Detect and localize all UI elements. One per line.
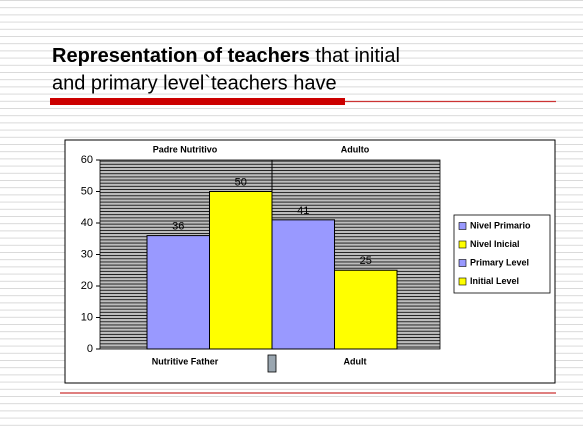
legend-swatch — [458, 259, 467, 267]
bar — [209, 191, 273, 350]
value-label: 36 — [172, 221, 184, 233]
bar — [334, 269, 398, 350]
y-tick-label: 40 — [81, 217, 93, 229]
legend — [453, 214, 551, 294]
top-category-label: Adulto — [341, 144, 370, 154]
top-category-label: Padre Nutritivo — [153, 144, 218, 154]
y-tick-label: 60 — [81, 154, 93, 166]
title-bar — [50, 98, 345, 105]
legend-label: Nivel Primario — [470, 220, 531, 230]
title-line2: and primary level`teachers have — [52, 72, 337, 94]
legend-label: Nivel Inicial — [470, 239, 520, 249]
x-tick-label: Adult — [344, 356, 367, 366]
title-rest: that initial — [310, 45, 400, 67]
y-tick-label: 10 — [81, 311, 93, 323]
title: Representation of teachers that initial — [52, 45, 400, 67]
legend-swatch — [458, 277, 467, 286]
x-tick-label: Nutritive Father — [152, 356, 219, 366]
value-label: 25 — [360, 255, 372, 267]
chart: 0 10 20 30 40 50 60 36 50 41 25 Padre Nutritivo Adul… — [81, 144, 551, 373]
bar — [146, 235, 210, 350]
title-bold: Representation of teachers — [52, 45, 310, 67]
legend-swatch — [458, 222, 467, 230]
y-tick-label: 20 — [81, 280, 93, 292]
y-tick-label: 0 — [87, 343, 93, 355]
legend-label: Initial Level — [470, 276, 519, 286]
y-tick-label: 30 — [81, 248, 93, 260]
bar — [271, 219, 335, 350]
axis-marker — [267, 354, 277, 373]
value-label: 41 — [297, 205, 309, 217]
value-label: 50 — [235, 176, 247, 188]
legend-swatch — [458, 240, 467, 249]
legend-label: Primary Level — [470, 257, 529, 267]
y-tick-label: 50 — [81, 185, 93, 197]
